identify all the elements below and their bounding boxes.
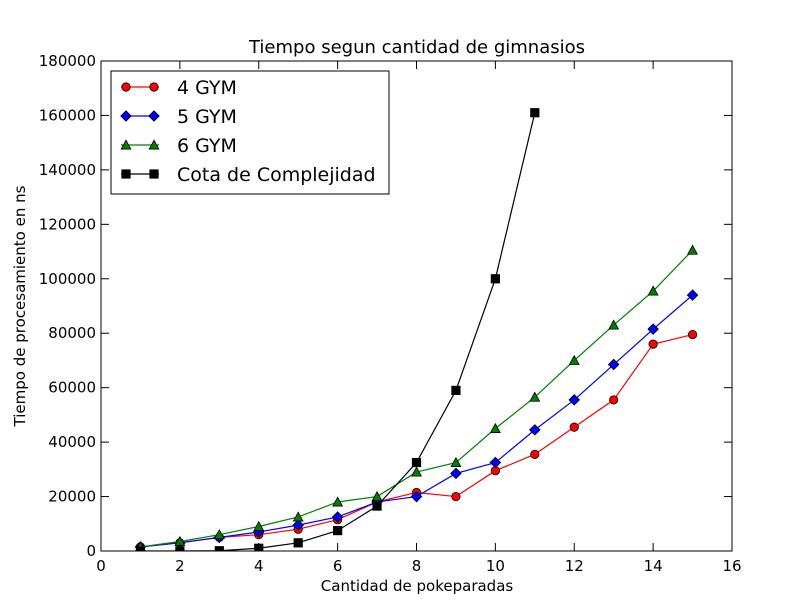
series-2-point (450, 467, 462, 480)
legend-entry-2: 5 GYM (120, 106, 237, 128)
legend-label: 5 GYM (177, 106, 237, 128)
series-3-point (568, 354, 580, 365)
series-1-point (648, 339, 658, 349)
legend-label: Cota de Complejidad (177, 164, 376, 186)
series-4-point (333, 525, 343, 536)
series-2-point (489, 456, 502, 469)
series-2-point (331, 511, 344, 523)
series-3-point (411, 466, 422, 477)
series-1-point (569, 422, 579, 432)
series-3-point (608, 319, 620, 330)
series-3-point (687, 244, 699, 255)
y-tick-label: 20000 (48, 488, 96, 506)
series-3-point (529, 391, 541, 402)
legend-marker-left (120, 139, 132, 150)
series-1-point (451, 491, 461, 502)
series-3-point (292, 511, 304, 522)
y-tick-label: 40000 (48, 433, 96, 451)
series-4-point (293, 538, 303, 548)
x-tick-label: 0 (96, 557, 106, 575)
series-3-point (489, 422, 501, 433)
legend-label: 4 GYM (177, 77, 237, 99)
series-4-point (451, 385, 461, 395)
x-tick-label: 14 (644, 557, 663, 575)
legend-label: 6 GYM (177, 135, 237, 157)
axes: 0 2 4 6 8 10 12 14 16 0 20000 40000 60000 80000 100000… (39, 52, 742, 575)
series-4-point (530, 108, 540, 118)
series-2-point (686, 289, 699, 301)
series-3-point (450, 456, 462, 468)
y-tick-label: 140000 (39, 161, 96, 179)
chart-title: Tiempo segun cantidad de gimnasios (248, 37, 585, 58)
series-3-point (213, 529, 225, 540)
series-2-point (410, 490, 423, 503)
x-tick-label: 12 (565, 557, 584, 575)
y-tick-label: 80000 (48, 324, 96, 342)
legend-marker-right (148, 139, 160, 150)
x-tick-label: 16 (722, 557, 741, 575)
x-axis-label: Cantidad de pokeparadas (321, 577, 514, 595)
series-3 (135, 244, 699, 551)
y-axis-label: Tiempo de procesamiento en ns (11, 185, 29, 427)
legend-entry-4: Cota de Complejidad (121, 164, 376, 186)
series-2-point (568, 394, 581, 406)
y-tick-label: 160000 (39, 106, 96, 124)
legend-marker-left (121, 82, 131, 92)
x-tick-label: 6 (333, 557, 343, 575)
x-tick-label: 8 (412, 557, 422, 575)
series-2-point (647, 323, 659, 335)
legend-marker-right (149, 169, 159, 179)
legend-entry-1: 4 GYM (121, 77, 237, 99)
x-tick-label: 10 (486, 557, 505, 575)
series-1-point (687, 329, 698, 340)
series-1-point (609, 395, 619, 405)
series-3-point (332, 496, 344, 507)
legend-marker-left (120, 110, 132, 122)
y-tick-label: 60000 (48, 379, 96, 397)
y-tick-label: 120000 (39, 215, 96, 233)
series-3-point (371, 490, 383, 502)
x-tick-label: 4 (254, 557, 264, 575)
legend: 4 GYM 5 GYM 6 GYM Cota de Complejidad (110, 70, 390, 195)
series-2-point (607, 358, 620, 371)
series-3-point (253, 520, 265, 531)
x-tick-label: 2 (175, 557, 185, 575)
y-tick-label: 0 (86, 542, 96, 560)
series-1-point (530, 449, 540, 459)
series-4-point (490, 274, 500, 284)
legend-marker-right (149, 82, 159, 92)
y-tick-label: 180000 (39, 52, 96, 70)
series-2-point (292, 519, 304, 531)
legend-marker-left (121, 169, 131, 179)
series-2-point (529, 424, 541, 436)
legend-marker-right (148, 110, 160, 122)
legend-entry-3: 6 GYM (120, 135, 237, 157)
y-tick-label: 100000 (39, 270, 96, 288)
series-3-point (647, 285, 659, 296)
series-4-point (411, 457, 422, 468)
series-4-point (372, 501, 382, 511)
